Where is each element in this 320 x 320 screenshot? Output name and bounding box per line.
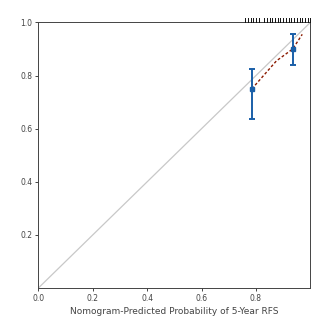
- X-axis label: Nomogram-Predicted Probability of 5-Year RFS: Nomogram-Predicted Probability of 5-Year…: [70, 308, 279, 316]
